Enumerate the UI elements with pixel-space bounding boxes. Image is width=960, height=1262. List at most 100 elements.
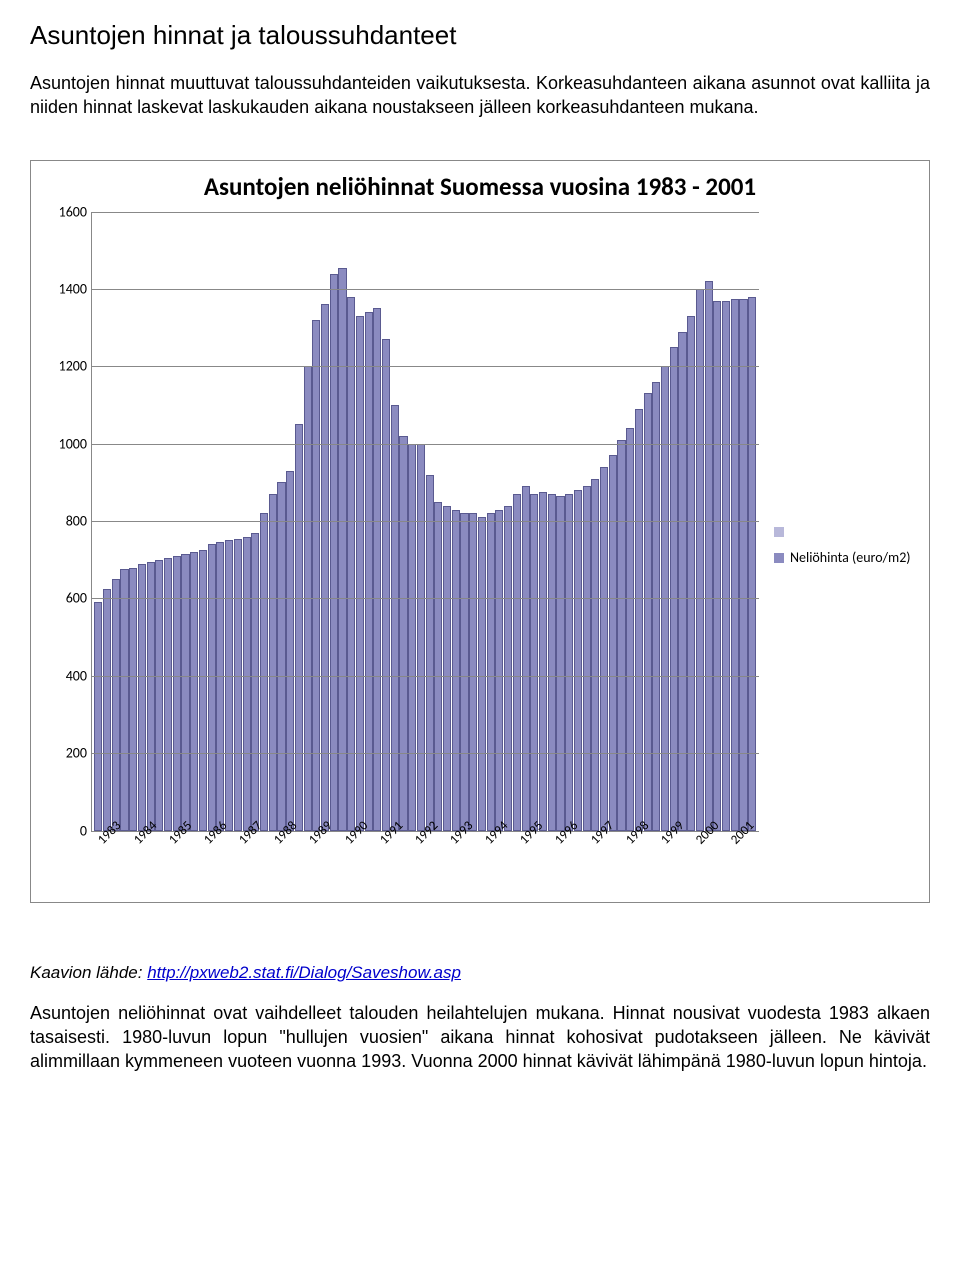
bar	[173, 556, 181, 831]
gridline	[92, 521, 759, 522]
y-tick-label: 200	[47, 745, 87, 762]
bar	[644, 393, 652, 830]
y-tick-label: 1200	[47, 358, 87, 375]
bar	[330, 274, 338, 831]
gridline	[92, 366, 759, 367]
gridline	[92, 444, 759, 445]
y-tick-label: 1400	[47, 280, 87, 297]
outro-paragraph: Asuntojen neliöhinnat ovat vaihdelleet t…	[30, 1001, 930, 1074]
bar	[539, 492, 547, 831]
bar	[347, 297, 355, 831]
gridline	[92, 289, 759, 290]
bar	[469, 513, 477, 830]
bar	[94, 602, 102, 830]
bar	[504, 506, 512, 831]
bar	[478, 517, 486, 830]
bar	[426, 475, 434, 831]
bar	[295, 424, 303, 830]
bar	[225, 540, 233, 830]
y-tick-label: 400	[47, 667, 87, 684]
bar	[591, 479, 599, 831]
y-tick-label: 1000	[47, 435, 87, 452]
legend-item	[774, 527, 914, 537]
bar	[103, 589, 111, 831]
bar	[452, 510, 460, 831]
bar	[391, 405, 399, 831]
page-heading: Asuntojen hinnat ja taloussuhdanteet	[30, 20, 930, 51]
bar	[635, 409, 643, 831]
chart-source: Kaavion lähde: http://pxweb2.stat.fi/Dia…	[30, 963, 930, 983]
bar	[495, 510, 503, 831]
bar	[120, 569, 128, 830]
bar	[722, 301, 730, 831]
bar	[190, 552, 198, 831]
bar	[399, 436, 407, 831]
bar	[208, 544, 216, 830]
plot-area: 02004006008001000120014001600	[91, 212, 759, 832]
bar	[748, 297, 756, 831]
bar	[652, 382, 660, 831]
source-link[interactable]: http://pxweb2.stat.fi/Dialog/Saveshow.as…	[147, 963, 461, 982]
bar	[460, 513, 468, 830]
bar	[705, 281, 713, 830]
bar	[731, 299, 739, 831]
gridline	[92, 598, 759, 599]
bar	[408, 444, 416, 831]
bar	[522, 486, 530, 830]
y-tick-label: 1600	[47, 203, 87, 220]
chart-body: 02004006008001000120014001600 1983198419…	[46, 212, 914, 882]
bar	[260, 513, 268, 830]
bar	[417, 444, 425, 831]
bar	[443, 506, 451, 831]
bar	[147, 562, 155, 831]
chart-title: Asuntojen neliöhinnat Suomessa vuosina 1…	[46, 171, 914, 202]
bar	[556, 496, 564, 831]
bar	[530, 494, 538, 831]
bar	[626, 428, 634, 830]
y-tick-label: 800	[47, 513, 87, 530]
gridline	[92, 212, 759, 213]
bar	[487, 513, 495, 830]
bar	[513, 494, 521, 831]
legend-item: Neliöhinta (euro/m2)	[774, 549, 914, 566]
chart-container: Asuntojen neliöhinnat Suomessa vuosina 1…	[30, 160, 930, 903]
bar	[112, 579, 120, 830]
bar	[321, 304, 329, 830]
bar	[277, 482, 285, 830]
legend-swatch	[774, 553, 784, 563]
bar	[338, 268, 346, 831]
bar	[609, 455, 617, 830]
bar	[434, 502, 442, 831]
bar	[713, 301, 721, 831]
bar	[678, 332, 686, 831]
plot-wrap: 02004006008001000120014001600 1983198419…	[46, 212, 759, 882]
intro-paragraph: Asuntojen hinnat muuttuvat taloussuhdant…	[30, 71, 930, 120]
bar	[138, 564, 146, 831]
y-tick-label: 0	[47, 822, 87, 839]
bar	[181, 554, 189, 831]
legend-swatch	[774, 527, 784, 537]
chart-legend: Neliöhinta (euro/m2)	[759, 212, 914, 882]
bar	[574, 490, 582, 830]
bar	[155, 560, 163, 831]
bar	[243, 537, 251, 831]
bar	[216, 542, 224, 830]
bar	[696, 289, 704, 831]
gridline	[92, 676, 759, 677]
y-tick-label: 600	[47, 590, 87, 607]
bar	[199, 550, 207, 830]
bar	[269, 494, 277, 831]
source-prefix: Kaavion lähde:	[30, 963, 147, 982]
bar	[129, 568, 137, 831]
bar	[548, 494, 556, 831]
legend-label: Neliöhinta (euro/m2)	[790, 549, 911, 566]
bar	[286, 471, 294, 831]
bar	[234, 539, 242, 831]
bar	[739, 299, 747, 831]
bar	[583, 486, 591, 830]
bar	[670, 347, 678, 831]
bar	[617, 440, 625, 831]
x-axis: 1983198419851986198719881989199019911992…	[91, 832, 759, 882]
bar	[251, 533, 259, 831]
gridline	[92, 753, 759, 754]
